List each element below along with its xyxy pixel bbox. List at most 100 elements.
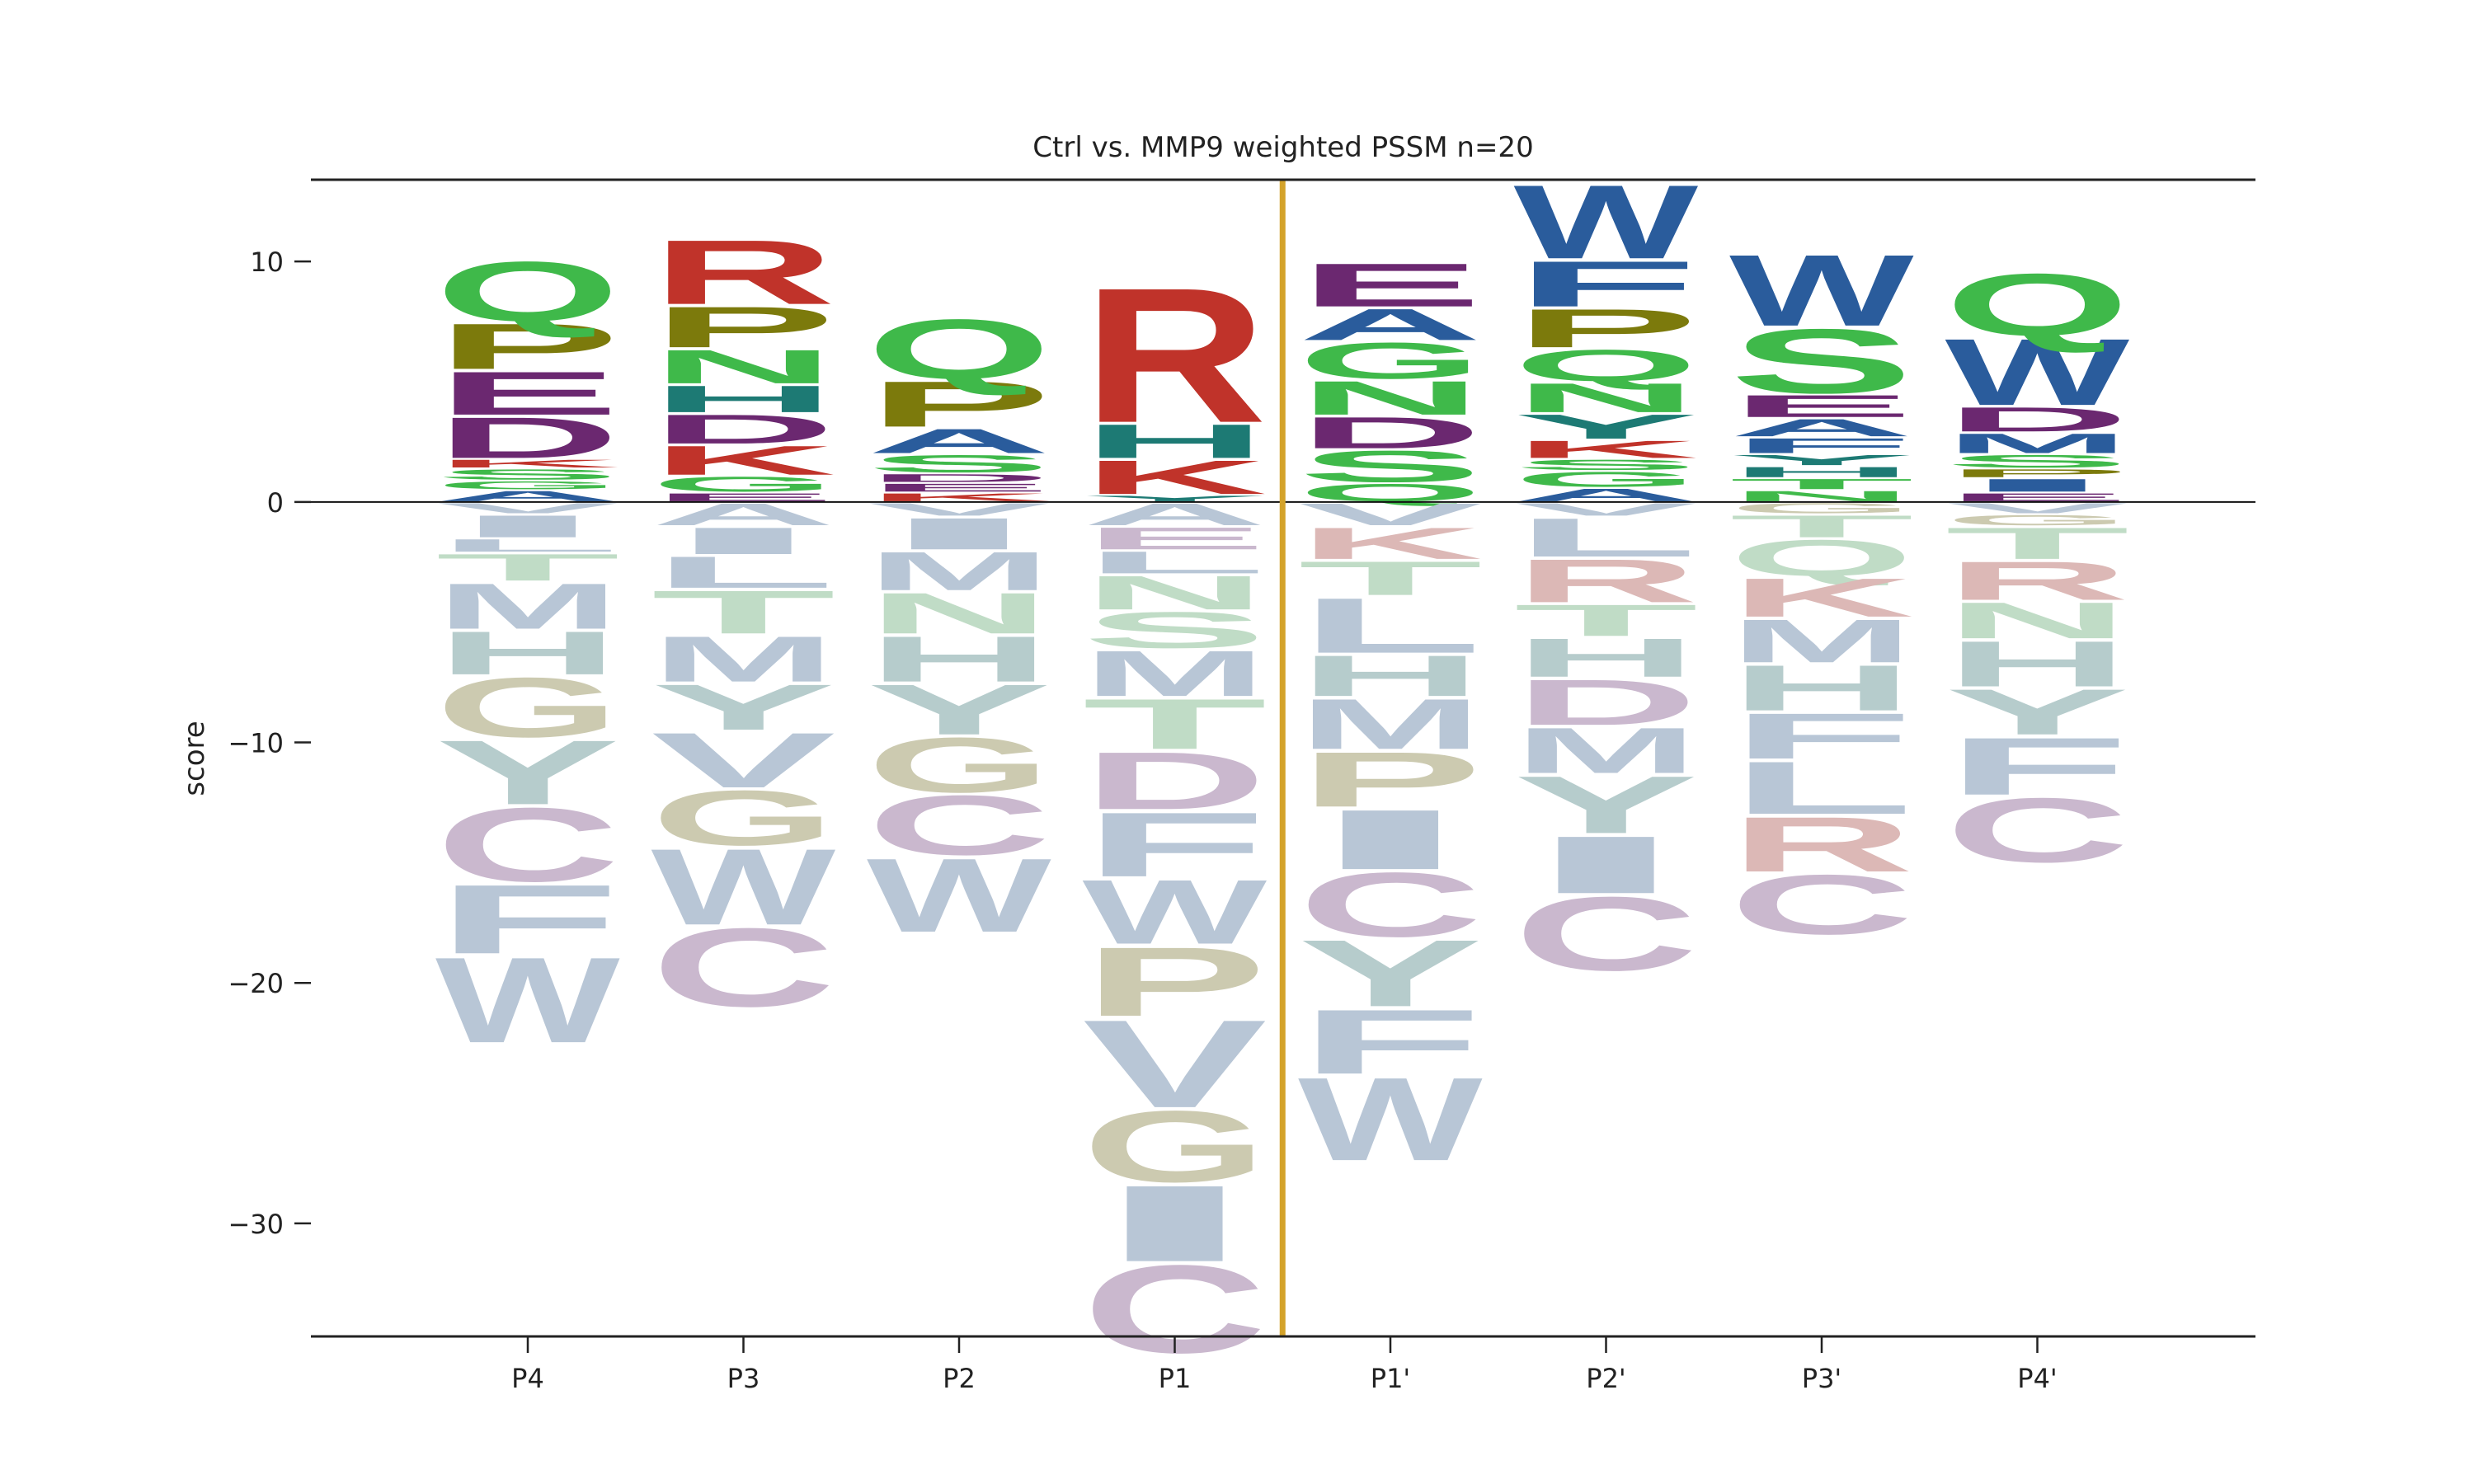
logo-letter-w: W: [1729, 234, 1915, 348]
logo-letter-c: C: [1514, 876, 1699, 993]
logo-letter-p: P: [1514, 298, 1699, 359]
logo-letter-h: H: [1729, 651, 1914, 724]
logo-letter-d: D: [1083, 735, 1268, 827]
logo-letter-h: H: [1514, 627, 1699, 688]
logo-letter-g: G: [435, 660, 620, 754]
y-tick-label: −30: [228, 1209, 284, 1240]
logo-letter-g: G: [1729, 500, 1914, 517]
logo-letter-i: I: [1945, 476, 2130, 495]
logo-letter-k: K: [867, 491, 1051, 504]
logo-letter-m: M: [1514, 714, 1699, 787]
logo-letter-v: V: [1514, 500, 1699, 519]
logo-letter-q: Q: [1729, 529, 1914, 587]
logo-letter-e: E: [867, 481, 1051, 494]
logo-letter-t: T: [435, 546, 620, 589]
logo-letter-f: F: [1945, 721, 2130, 812]
logo-letter-l: L: [435, 536, 620, 556]
plot-area: AGSKDEPQVILTMHGYCFWEGKDHNPRAILTMYVGWCKED…: [228, 164, 2255, 1394]
logo-letter-v: V: [1945, 500, 2130, 517]
logo-letter-i: I: [651, 519, 836, 562]
logo-letter-q: Q: [867, 302, 1051, 397]
logo-letter-d: D: [867, 472, 1051, 484]
logo-letter-n: N: [1945, 592, 2130, 650]
logo-letter-a: A: [435, 488, 620, 505]
logo-letter-y: Y: [1514, 759, 1699, 850]
logo-letter-k: K: [651, 438, 836, 484]
logo-letter-p: P: [1945, 467, 2130, 480]
logo-letter-e: E: [1083, 521, 1268, 556]
logo-letter-m: M: [1945, 428, 2130, 459]
logo-letter-h: H: [1729, 464, 1914, 481]
chart-title: Ctrl vs. MMP9 weighted PSSM n=20: [1032, 131, 1533, 164]
logo-letter-y: Y: [1729, 452, 1914, 468]
logo-letter-n: N: [651, 340, 836, 393]
logo-letter-q: Q: [1945, 256, 2130, 355]
logo-letter-k: K: [435, 458, 620, 470]
logo-letter-g: G: [867, 721, 1051, 809]
logo-letter-s: S: [867, 450, 1051, 477]
logo-letter-r: R: [1945, 550, 2130, 611]
logo-letter-m: M: [435, 570, 620, 642]
logo-letter-d: D: [1514, 666, 1699, 739]
logo-letter-p: P: [1298, 736, 1483, 824]
logo-letter-h: H: [651, 378, 836, 420]
logo-letter-d: D: [1298, 408, 1483, 458]
logo-letter-w: W: [867, 837, 1051, 954]
logo-letter-w: W: [1298, 1053, 1483, 1186]
logo-letter-n: N: [1083, 566, 1268, 620]
logo-letter-w: W: [651, 826, 836, 948]
logo-letter-v: V: [1083, 994, 1269, 1134]
logo-letter-y: Y: [1514, 407, 1699, 446]
logo-letter-w: W: [1945, 319, 2130, 425]
logo-letter-a: A: [1298, 299, 1483, 350]
logo-letter-a: A: [867, 422, 1051, 461]
logo-letter-y: Y: [1298, 921, 1483, 1027]
x-tick-label: P1: [1159, 1363, 1192, 1394]
logo-letter-t: T: [1514, 595, 1699, 646]
y-tick-label: −10: [228, 728, 284, 759]
logo-letter-l: L: [1083, 545, 1268, 580]
logo-letter-m: M: [1729, 607, 1914, 676]
y-tick-label: 0: [267, 487, 284, 519]
logo-letter-c: C: [435, 787, 620, 904]
logo-letter-v: V: [651, 717, 836, 805]
logo-letter-f: F: [1729, 434, 1914, 458]
logo-letter-f: F: [1083, 794, 1268, 896]
logo-letter-t: T: [1729, 509, 1914, 543]
logo-letter-r: R: [1083, 248, 1268, 463]
y-tick-label: 10: [250, 247, 284, 278]
logo-letter-c: C: [1945, 779, 2130, 881]
logo-letter-p: P: [435, 310, 620, 383]
logo-letter-s: S: [1083, 601, 1268, 659]
logo-letter-c: C: [867, 777, 1051, 872]
logo-letter-i: I: [1298, 792, 1483, 887]
logo-letter-g: G: [1514, 467, 1699, 491]
logo-letter-c: C: [1083, 1239, 1268, 1379]
logo-letter-e: E: [1729, 388, 1914, 423]
logo-letter-n: N: [1298, 371, 1483, 425]
logo-letter-w: W: [435, 932, 620, 1068]
x-tick-label: P3': [1802, 1363, 1841, 1394]
logo-letter-m: M: [867, 541, 1051, 602]
logo-letter-g: G: [435, 479, 620, 491]
logo-letter-m: M: [1298, 684, 1483, 764]
logo-letter-i: I: [867, 509, 1051, 559]
logo-letter-y: Y: [1083, 494, 1268, 503]
logo-letter-p: P: [867, 368, 1051, 440]
logo-letter-r: R: [1729, 801, 1914, 888]
logo-letter-f: F: [1298, 991, 1483, 1093]
logo-letter-e: E: [651, 491, 836, 504]
logo-letter-f: F: [1514, 248, 1699, 321]
logo-letter-r: R: [651, 221, 836, 323]
logo-letter-w: W: [1514, 164, 1699, 281]
logo-letter-l: L: [1514, 507, 1699, 568]
logo-letter-p: P: [651, 295, 836, 360]
logo-letter-h: H: [1083, 415, 1268, 468]
logo-letter-e: E: [435, 359, 620, 427]
logo-letter-n: N: [1729, 488, 1914, 505]
logo-letter-l: L: [1729, 746, 1914, 830]
logo-letter-t: T: [1298, 552, 1483, 605]
logo-letter-k: K: [1083, 451, 1268, 505]
logo-letter-m: M: [1083, 637, 1268, 710]
logo-letter-c: C: [1729, 857, 1914, 952]
